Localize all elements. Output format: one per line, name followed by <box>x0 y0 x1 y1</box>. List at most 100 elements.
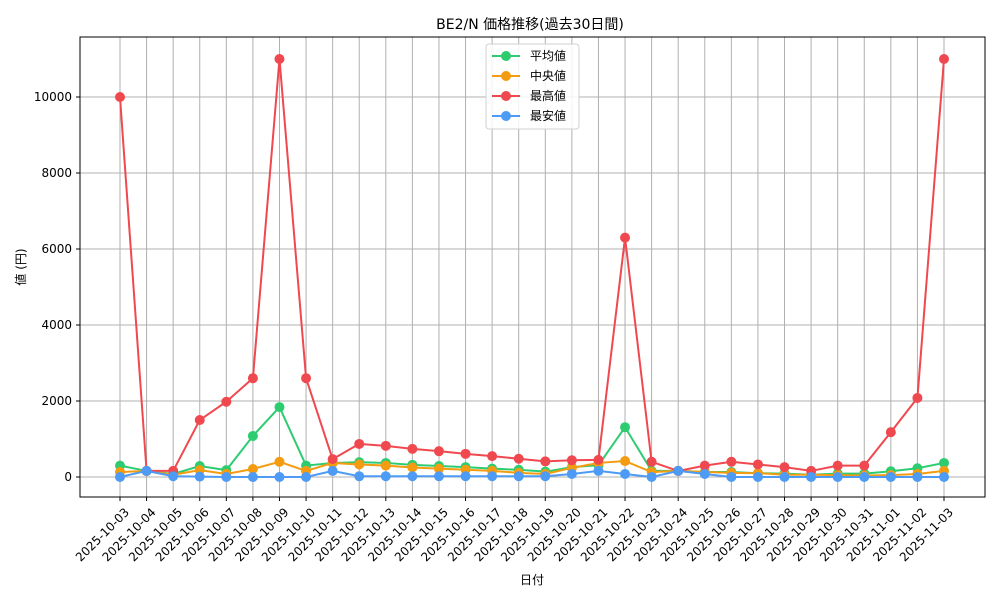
series-最高値 <box>115 54 949 476</box>
data-point <box>620 456 631 467</box>
data-point <box>327 454 338 465</box>
data-point <box>221 472 232 482</box>
data-point <box>433 446 444 457</box>
legend-marker-icon <box>501 91 511 101</box>
data-point <box>354 459 365 470</box>
x-axis-ticks: 2025-10-032025-10-042025-10-052025-10-06… <box>73 497 956 564</box>
data-point <box>274 456 285 467</box>
data-point <box>194 415 205 425</box>
data-point <box>115 92 125 102</box>
data-point <box>806 472 817 482</box>
data-point <box>274 54 285 64</box>
data-point <box>620 232 631 243</box>
data-point <box>726 472 737 482</box>
data-point <box>301 472 312 482</box>
data-point <box>939 54 949 64</box>
data-point <box>832 460 843 471</box>
data-point <box>221 396 232 407</box>
data-point <box>699 468 710 479</box>
y-tick-label: 2000 <box>41 394 72 408</box>
data-point <box>274 402 285 413</box>
data-point <box>566 468 577 479</box>
data-point <box>247 472 258 482</box>
data-point <box>752 459 763 470</box>
data-point <box>939 472 949 482</box>
data-point <box>407 471 418 482</box>
data-point <box>620 468 631 479</box>
data-point <box>912 392 923 403</box>
data-point <box>540 471 551 482</box>
data-point <box>247 373 258 384</box>
data-point <box>274 472 285 482</box>
y-axis-label: 値 (円) <box>13 248 28 285</box>
data-point <box>407 462 418 473</box>
legend-label: 平均値 <box>530 48 566 63</box>
legend-item: 最高値 <box>492 88 566 103</box>
legend-item: 平均値 <box>492 48 566 63</box>
grid-lines <box>80 37 985 497</box>
data-point <box>194 471 205 482</box>
data-point <box>939 457 949 468</box>
data-point <box>699 460 710 471</box>
data-point <box>433 463 444 474</box>
series-最安値 <box>115 465 949 482</box>
data-point <box>380 460 391 471</box>
x-axis-label: 日付 <box>520 573 544 587</box>
data-point <box>460 448 471 459</box>
data-point <box>487 471 498 482</box>
data-point <box>540 456 551 467</box>
data-point <box>593 465 604 476</box>
data-point <box>380 471 391 482</box>
series-lines <box>115 54 949 482</box>
data-point <box>327 465 338 476</box>
plot-area-frame <box>79 36 986 498</box>
data-point <box>513 471 524 482</box>
chart-title: BE2/N 価格推移(過去30日間) <box>436 17 624 33</box>
data-point <box>646 456 657 467</box>
data-point <box>885 472 896 482</box>
data-point <box>859 460 870 471</box>
data-point <box>460 471 471 482</box>
data-point <box>885 427 896 438</box>
data-point <box>646 472 657 482</box>
y-tick-label: 10000 <box>34 90 72 104</box>
y-tick-label: 0 <box>64 470 72 484</box>
y-tick-label: 4000 <box>41 318 72 332</box>
y-tick-label: 8000 <box>41 166 72 180</box>
data-point <box>168 471 179 482</box>
data-point <box>832 472 843 482</box>
data-point <box>115 472 125 482</box>
legend-marker-icon <box>501 51 511 61</box>
data-point <box>433 471 444 482</box>
data-point <box>673 465 684 476</box>
legend-item: 中央値 <box>492 68 566 83</box>
data-point <box>247 430 258 441</box>
data-point <box>247 464 258 475</box>
data-point <box>566 455 577 466</box>
data-point <box>354 438 365 449</box>
data-point <box>726 456 737 467</box>
legend-item: 最安値 <box>492 108 566 123</box>
legend-marker-icon <box>501 111 511 121</box>
data-point <box>593 454 604 465</box>
data-point <box>779 472 790 482</box>
y-tick-label: 6000 <box>41 242 72 256</box>
data-point <box>513 453 524 464</box>
y-axis-ticks: 0 2000 4000 6000 8000 10000 <box>34 90 80 484</box>
data-point <box>407 443 418 454</box>
legend-marker-icon <box>501 71 511 81</box>
legend-label: 最高値 <box>530 88 566 103</box>
legend-label: 中央値 <box>530 68 566 83</box>
data-point <box>141 465 152 476</box>
legend-label: 最安値 <box>530 108 566 123</box>
data-point <box>859 472 870 482</box>
data-point <box>912 472 923 482</box>
data-point <box>620 422 631 433</box>
data-point <box>301 373 312 384</box>
data-point <box>752 472 763 482</box>
data-point <box>487 451 498 462</box>
data-point <box>779 462 790 473</box>
data-point <box>380 440 391 451</box>
